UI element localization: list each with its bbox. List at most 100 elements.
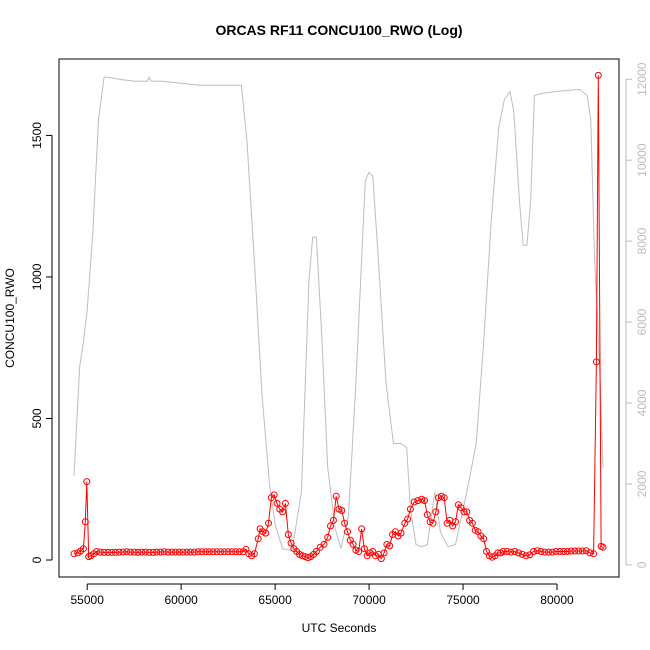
data-point [468, 519, 476, 527]
data-point [250, 550, 258, 558]
data-point [115, 548, 123, 556]
data-point [111, 548, 119, 556]
data-point [96, 548, 104, 556]
data-point [522, 552, 530, 560]
data-point [157, 548, 164, 556]
data-point [179, 548, 187, 556]
data-point [556, 548, 564, 555]
series-line-secondary [73, 76, 604, 552]
data-point [460, 508, 468, 516]
data-point [582, 547, 590, 555]
data-point [273, 499, 281, 507]
data-point [194, 548, 202, 556]
data-point [503, 548, 511, 555]
data-point [344, 528, 351, 536]
data-point [421, 497, 428, 505]
y-tick-label: 500 [30, 408, 44, 428]
y-axis-label: CONCU100_RWO [3, 268, 17, 368]
data-point [284, 531, 292, 538]
chart-title: ORCAS RF11 CONCU100_RWO (Log) [215, 22, 462, 38]
x-tick-label: 65000 [258, 593, 292, 607]
data-point [93, 548, 101, 555]
data-point [235, 548, 243, 556]
data-point [355, 548, 363, 555]
data-point [404, 515, 412, 523]
data-point [134, 548, 142, 556]
data-point [213, 548, 221, 556]
data-point [104, 548, 112, 556]
data-point [265, 519, 272, 527]
data-point [141, 548, 149, 556]
data-point [533, 547, 541, 555]
data-point [567, 547, 575, 555]
data-point [377, 555, 385, 563]
data-point [287, 539, 295, 547]
data-point [518, 550, 526, 558]
data-point [100, 548, 108, 556]
data-point [332, 492, 340, 500]
data-point [537, 548, 545, 555]
data-point [548, 548, 556, 556]
data-point [599, 543, 607, 551]
data-point [108, 548, 116, 556]
data-point [119, 548, 127, 556]
axes: 55000 60000 65000 70000 75000 800000500100015… [30, 62, 649, 607]
data-point [202, 548, 210, 556]
data-point [172, 548, 179, 556]
x-tick-label: 75000 [446, 593, 480, 607]
data-point [592, 358, 600, 366]
y-tick-label: 1000 [30, 263, 44, 290]
x-tick-label: 70000 [352, 593, 386, 607]
data-point [575, 547, 583, 555]
x-tick-label: 60000 [164, 593, 198, 607]
data-point [552, 548, 560, 555]
data-point [463, 508, 471, 516]
data-point [217, 548, 225, 556]
data-point [530, 548, 537, 555]
data-point [329, 516, 337, 524]
data-point [432, 508, 440, 516]
data-point [386, 542, 394, 550]
data-point [190, 548, 198, 556]
data-point [578, 547, 586, 555]
data-point [349, 540, 357, 548]
data-point [586, 549, 594, 557]
data-point [360, 545, 368, 553]
data-point [224, 548, 232, 556]
data-point [209, 548, 217, 556]
data-point [149, 548, 157, 556]
data-point [228, 548, 236, 556]
data-point [187, 548, 194, 556]
plot-frame [58, 58, 620, 578]
data-point [164, 548, 172, 556]
data-point [175, 548, 183, 556]
data-point [281, 499, 289, 507]
data-point [515, 549, 522, 557]
data-point [279, 508, 287, 516]
data-point [414, 497, 422, 505]
data-point [126, 548, 134, 556]
y2-tick-label: 10000 [635, 143, 649, 177]
series-line-primary [73, 75, 604, 560]
data-point [83, 478, 91, 486]
data-point [153, 548, 161, 556]
y2-tick-label: 8000 [635, 227, 649, 254]
data-point [423, 511, 431, 519]
data-point [480, 535, 488, 543]
data-point [511, 548, 519, 555]
data-point [429, 519, 437, 527]
data-point [406, 505, 414, 513]
data-point [341, 519, 349, 527]
y2-tick-label: 12000 [635, 62, 649, 96]
data-point [70, 550, 78, 558]
data-point [312, 548, 320, 555]
data-point [198, 548, 206, 556]
data-point [541, 548, 549, 556]
data-point [594, 71, 602, 79]
data-point [79, 545, 87, 553]
data-point [160, 548, 168, 556]
x-tick-label: 55000 [71, 593, 105, 607]
data-point [324, 533, 332, 541]
data-point [168, 548, 176, 556]
